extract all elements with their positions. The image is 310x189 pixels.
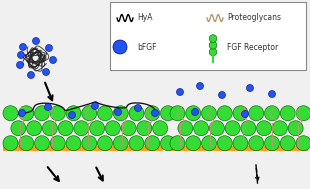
Circle shape — [170, 136, 185, 151]
Circle shape — [153, 121, 168, 136]
Circle shape — [113, 106, 128, 121]
Circle shape — [241, 111, 249, 118]
Circle shape — [3, 106, 18, 121]
Circle shape — [264, 136, 280, 151]
Circle shape — [20, 43, 26, 50]
Circle shape — [145, 136, 160, 151]
Circle shape — [194, 121, 209, 136]
Circle shape — [145, 106, 160, 121]
Circle shape — [219, 91, 225, 98]
Circle shape — [33, 37, 39, 44]
Circle shape — [264, 106, 280, 121]
Circle shape — [186, 136, 201, 151]
Circle shape — [19, 136, 34, 151]
Circle shape — [58, 121, 73, 136]
Circle shape — [161, 106, 175, 121]
Circle shape — [209, 121, 224, 136]
Circle shape — [296, 106, 310, 121]
Circle shape — [129, 106, 144, 121]
Circle shape — [161, 136, 175, 151]
Circle shape — [42, 121, 57, 136]
Circle shape — [257, 121, 272, 136]
Circle shape — [98, 106, 113, 121]
Circle shape — [217, 136, 232, 151]
Text: HyA: HyA — [137, 13, 153, 22]
Circle shape — [197, 83, 203, 90]
Circle shape — [296, 136, 310, 151]
Circle shape — [34, 106, 50, 121]
Circle shape — [121, 121, 136, 136]
Circle shape — [34, 136, 50, 151]
Circle shape — [152, 109, 158, 116]
Text: FGF Receptor: FGF Receptor — [227, 43, 278, 51]
Circle shape — [288, 121, 303, 136]
Bar — [170, 146, 308, 151]
Circle shape — [272, 121, 287, 136]
Circle shape — [46, 44, 52, 51]
Circle shape — [217, 106, 232, 121]
Circle shape — [50, 106, 65, 121]
Circle shape — [82, 106, 97, 121]
Circle shape — [19, 109, 25, 116]
Circle shape — [178, 121, 193, 136]
Text: Proteoglycans: Proteoglycans — [227, 13, 281, 22]
Circle shape — [3, 136, 18, 151]
Circle shape — [137, 121, 152, 136]
Circle shape — [246, 84, 254, 91]
Circle shape — [129, 136, 144, 151]
Circle shape — [233, 136, 248, 151]
Circle shape — [28, 71, 34, 78]
Circle shape — [170, 106, 185, 121]
Circle shape — [249, 136, 264, 151]
Circle shape — [202, 106, 216, 121]
Circle shape — [268, 91, 276, 98]
Circle shape — [19, 106, 34, 121]
Circle shape — [186, 106, 201, 121]
Circle shape — [66, 106, 81, 121]
Circle shape — [202, 136, 216, 151]
Circle shape — [69, 112, 76, 119]
Circle shape — [176, 88, 184, 95]
Text: bFGF: bFGF — [137, 43, 157, 51]
Circle shape — [280, 106, 295, 121]
Circle shape — [241, 121, 256, 136]
Circle shape — [66, 136, 81, 151]
Circle shape — [105, 121, 120, 136]
Circle shape — [192, 108, 198, 115]
Circle shape — [280, 136, 295, 151]
Circle shape — [82, 136, 97, 151]
Circle shape — [42, 68, 50, 75]
Circle shape — [249, 106, 264, 121]
Circle shape — [90, 121, 105, 136]
Circle shape — [27, 121, 42, 136]
Circle shape — [114, 108, 122, 115]
Circle shape — [209, 48, 217, 56]
Circle shape — [16, 61, 24, 68]
Circle shape — [209, 35, 217, 42]
Circle shape — [50, 136, 65, 151]
Circle shape — [50, 57, 56, 64]
Circle shape — [74, 121, 89, 136]
Circle shape — [233, 106, 248, 121]
Circle shape — [17, 51, 24, 59]
Circle shape — [91, 102, 99, 109]
Circle shape — [225, 121, 240, 136]
Circle shape — [113, 136, 128, 151]
Bar — [3, 146, 163, 151]
Bar — [110, 2, 306, 70]
Circle shape — [11, 121, 26, 136]
Circle shape — [45, 104, 51, 111]
Circle shape — [98, 136, 113, 151]
Circle shape — [135, 105, 141, 112]
Circle shape — [209, 41, 217, 49]
Circle shape — [113, 40, 127, 54]
